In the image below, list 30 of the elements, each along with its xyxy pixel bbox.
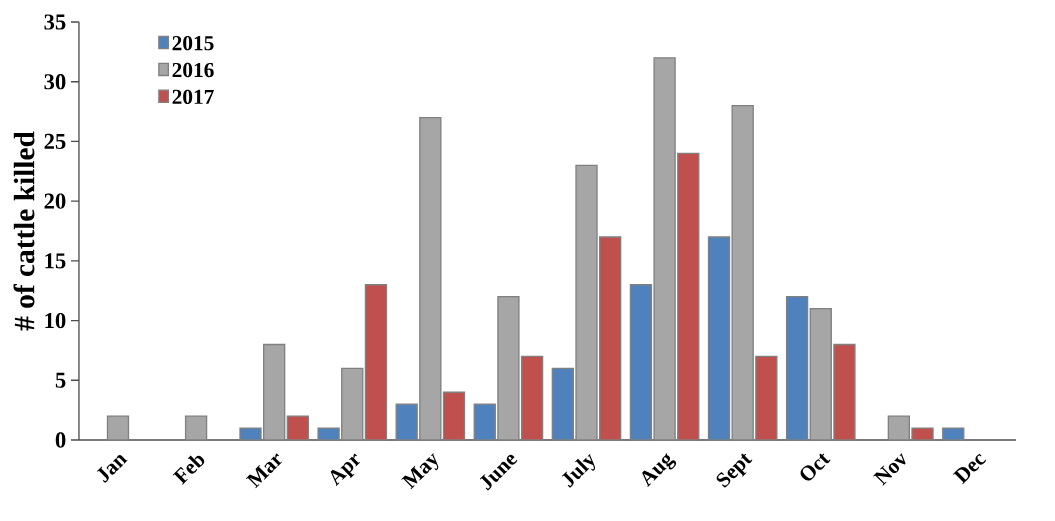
y-tick-label: 15 [45, 253, 66, 269]
x-tick-label: Jan [96, 454, 128, 483]
bar [106, 415, 130, 441]
x-tick-label: Mar [245, 453, 282, 489]
x-tick-label: Nov [873, 453, 906, 486]
bar [785, 296, 809, 441]
x-tick-label: Dec [952, 453, 987, 485]
legend-label: 2017 [172, 89, 214, 105]
y-tick-label: 20 [44, 193, 66, 209]
x-tick-label: Aug [642, 453, 677, 487]
bar [184, 415, 208, 441]
x-tick-label: May [401, 453, 439, 490]
x-tick-label: Sept [716, 453, 753, 488]
y-tick-label: 30 [44, 74, 66, 90]
y-tick-label: 25 [44, 133, 66, 150]
y-tick-label: 35 [44, 14, 66, 30]
x-tick-label: Oct [800, 453, 831, 481]
bar [942, 427, 965, 441]
y-tick-label: 5 [55, 372, 66, 388]
legend-label: 2016 [172, 62, 214, 78]
x-tick-label: Apr [330, 453, 361, 487]
y-tick-label: 10 [45, 312, 66, 329]
y-axis-title: # of cattle killed [13, 131, 35, 331]
y-tick-label: 0 [55, 432, 66, 448]
bar [707, 236, 731, 441]
x-tick-label: July [561, 453, 596, 488]
bar [364, 284, 388, 441]
x-tick-label: Feb [172, 455, 205, 485]
bar [286, 415, 310, 441]
legend-label: 2015 [172, 35, 214, 51]
